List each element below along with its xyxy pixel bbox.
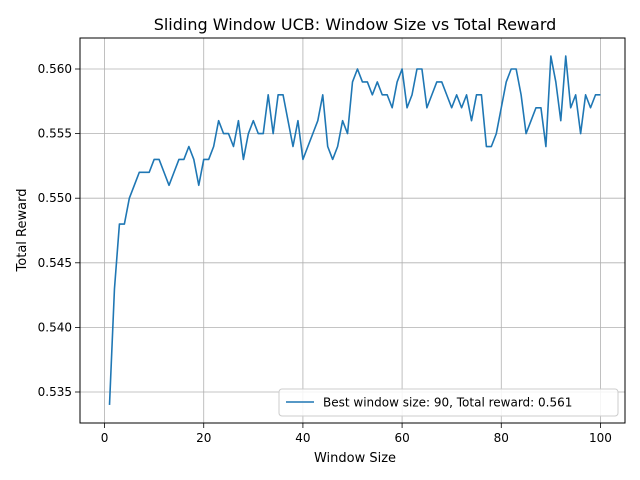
y-tick-label: 0.550 [38, 191, 72, 205]
x-tick-label: 40 [295, 431, 310, 445]
y-tick-label: 0.560 [38, 62, 72, 76]
x-tick-label: 20 [196, 431, 211, 445]
x-tick-label: 0 [101, 431, 109, 445]
x-tick-label: 100 [589, 431, 612, 445]
y-axis-ticks: 0.535 0.540 0.545 0.550 0.555 0.560 [38, 62, 80, 399]
x-axis-label: Window Size [314, 451, 396, 466]
y-axis-label: Total Reward [15, 189, 30, 273]
series-line [108, 55, 601, 405]
legend: Best window size: 90, Total reward: 0.56… [278, 388, 619, 417]
y-tick-label: 0.540 [38, 320, 72, 334]
legend-box [278, 388, 619, 417]
x-axis-ticks: 0 20 40 60 80 100 [101, 423, 612, 445]
x-tick-label: 60 [394, 431, 409, 445]
y-tick-label: 0.555 [38, 127, 72, 141]
grid [80, 38, 625, 423]
y-tick-label: 0.535 [38, 385, 72, 399]
plot-area [79, 37, 626, 424]
legend-entry: Best window size: 90, Total reward: 0.56… [323, 396, 572, 410]
chart-title: Sliding Window UCB: Window Size vs Total… [154, 15, 557, 34]
y-tick-label: 0.545 [38, 256, 72, 270]
x-tick-label: 80 [494, 431, 509, 445]
